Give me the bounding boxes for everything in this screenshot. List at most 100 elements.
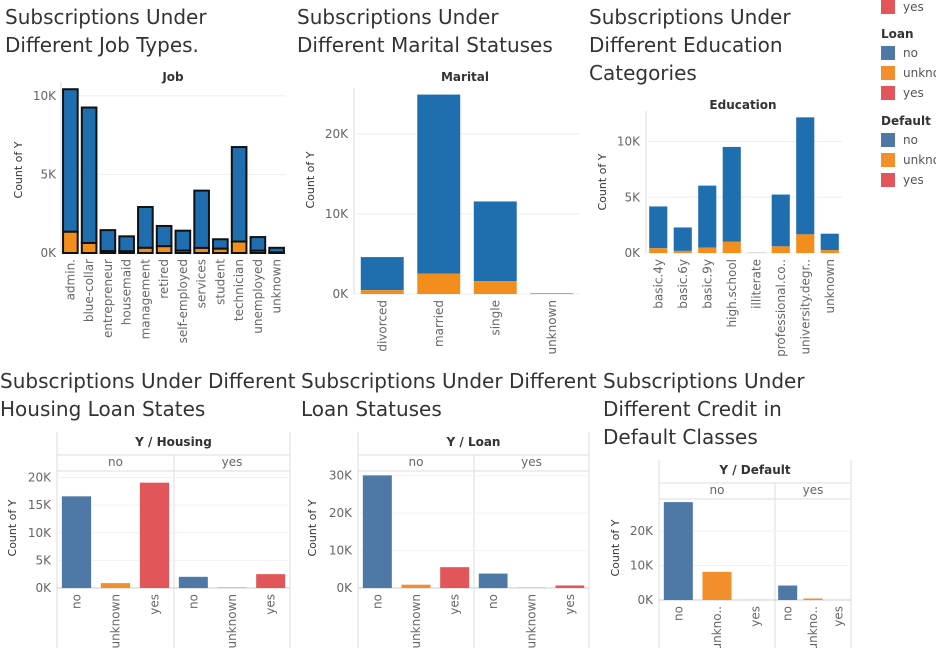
default-header: Y / Default: [718, 463, 791, 477]
education-x-tick-label: illiterate: [749, 259, 763, 309]
marital-bar-no-single: [473, 201, 517, 282]
default-x-tick-label: unkno..: [710, 606, 724, 648]
loan-y-tick-label: 0K: [336, 581, 353, 595]
job-bar-yes-management: [137, 246, 154, 255]
education-bar-yes-unknown: [820, 250, 839, 253]
legend-item-label: no: [903, 46, 918, 60]
education-x-tick-label: unknown: [823, 259, 837, 314]
legend-default: Default no unkno yes: [881, 114, 936, 190]
legend-item-label: yes: [903, 86, 924, 100]
default-x-tick-label: no: [671, 606, 685, 621]
education-bar-no-professional.co..: [771, 194, 790, 247]
legend-swatch: [881, 173, 895, 187]
housing-facet-label-no: no: [108, 455, 123, 469]
marital-bar-yes-divorced: [360, 290, 404, 294]
job-bar-yes-retired: [155, 245, 173, 254]
legend-item[interactable]: unkno: [881, 63, 936, 83]
default-bar-no-unkno..: [702, 571, 732, 600]
legend-item[interactable]: no: [881, 43, 936, 63]
legend-swatch: [881, 46, 895, 60]
job-bar-no-blue-collar: [80, 106, 98, 244]
job-y-tick-label: 5K: [40, 167, 57, 181]
job-bar-yes-student: [212, 247, 229, 255]
education-x-tick-label: university.degr..: [798, 259, 812, 355]
education-bar-yes-basic.9y: [698, 247, 717, 253]
marital-y-tick-label: 0K: [332, 287, 349, 301]
housing-bar-yes-no: [178, 576, 208, 588]
loan-facet-label-yes: yes: [521, 455, 542, 469]
loan-bar-no-unknown: [401, 584, 431, 588]
loan-y-tick-label: 20K: [329, 506, 353, 520]
job-x-tick-label: services: [195, 259, 209, 308]
legend-item[interactable]: yes: [881, 170, 936, 190]
default-facet-label-no: no: [710, 483, 725, 497]
job-x-tick-label: blue-collar: [82, 259, 96, 322]
legend-item[interactable]: unkno: [881, 150, 936, 170]
job-chart-title: Subscriptions Under Different Job Types.: [5, 5, 207, 57]
default-y-tick-label: 0K: [637, 593, 654, 607]
legend-item-label: no: [903, 133, 918, 147]
education-x-tick-label: professional.co..: [774, 259, 788, 357]
default-x-tick-label: unkno..: [806, 606, 820, 648]
education-x-tick-label: basic.6y: [676, 259, 690, 309]
education-x-tick-label: high.school: [725, 259, 739, 327]
housing-facet-label-yes: yes: [222, 455, 243, 469]
job-bar-no-student: [212, 238, 229, 250]
education-bar-yes-professional.co..: [771, 246, 790, 253]
education-bar-no-unknown: [820, 233, 839, 251]
job-bar-no-technician: [230, 146, 248, 243]
job-x-tick-label: self-employed: [176, 259, 190, 343]
education-bar-no-university.degr..: [796, 117, 815, 235]
marital-y-tick-label: 10K: [325, 207, 349, 221]
marital-bar-no-unknown: [530, 293, 574, 294]
legend-item[interactable]: yes: [881, 83, 936, 103]
loan-x-tick-label: yes: [448, 594, 462, 615]
housing-y-tick-label: 5K: [35, 553, 52, 567]
loan-bar-no-yes: [440, 567, 470, 588]
job-x-tick-label: housemaid: [120, 259, 134, 325]
legend-swatch: [881, 153, 895, 167]
education-bar-no-basic.6y: [673, 227, 692, 251]
education-y-tick-label: 5K: [624, 190, 641, 204]
legend-swatch: [881, 66, 895, 80]
job-bar-no-admin.: [62, 88, 79, 233]
job-bar-yes-housemaid: [118, 250, 135, 255]
housing-x-tick-label: yes: [264, 594, 278, 615]
housing-x-tick-label: unknown: [109, 594, 123, 648]
marital-bar-no-married: [417, 94, 461, 274]
job-bar-no-unemployed: [249, 236, 267, 252]
job-x-tick-label: unknown: [270, 259, 284, 314]
education-y-tick-label: 0K: [624, 246, 641, 260]
legend-loan: Loan no unkno yes: [881, 27, 936, 103]
education-bar-no-high.school: [722, 146, 741, 242]
education-y-tick-label: 10K: [617, 135, 641, 149]
legend-swatch: [881, 86, 895, 100]
job-x-tick-label: student: [213, 259, 227, 305]
housing-chart-title: Subscriptions Under Different Housing Lo…: [0, 369, 296, 421]
marital-bar-yes-single: [473, 281, 517, 294]
job-bar-no-services: [193, 189, 210, 249]
default-chart-title: Subscriptions Under Different Credit in …: [603, 369, 805, 449]
default-x-tick-label: yes: [749, 606, 763, 627]
marital-header: Marital: [441, 70, 489, 84]
housing-bar-no-yes: [139, 482, 170, 588]
marital-bar-yes-married: [417, 273, 461, 294]
marital-bar-no-divorced: [360, 257, 404, 291]
housing-bar-yes-yes: [256, 574, 286, 588]
housing-y-axis-label: Count of Y: [6, 499, 19, 556]
legend-item-label: yes: [903, 0, 924, 14]
housing-x-tick-label: unknown: [225, 594, 239, 648]
loan-y-tick-label: 30K: [329, 469, 353, 483]
legend-item[interactable]: yes: [881, 0, 924, 17]
legend-top-fragment: yes: [881, 0, 924, 17]
loan-y-tick-label: 10K: [329, 544, 353, 558]
housing-bar-yes-unknown: [217, 587, 247, 588]
loan-x-tick-label: yes: [563, 594, 577, 615]
legend-item[interactable]: no: [881, 130, 936, 150]
job-bar-no-self-employed: [174, 229, 192, 252]
housing-y-tick-label: 15K: [28, 498, 52, 512]
job-bar-yes-admin.: [62, 230, 79, 255]
job-bar-yes-unemployed: [249, 249, 267, 254]
education-bar-no-basic.4y: [649, 206, 668, 249]
